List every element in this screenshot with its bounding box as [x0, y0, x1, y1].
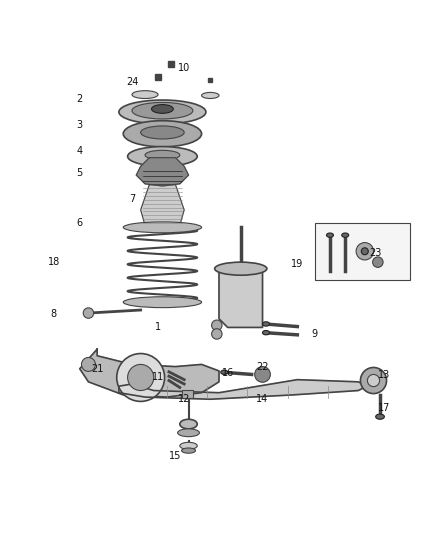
- Polygon shape: [119, 379, 367, 399]
- Circle shape: [254, 367, 270, 382]
- Ellipse shape: [132, 91, 158, 99]
- Circle shape: [81, 358, 95, 372]
- Circle shape: [360, 367, 387, 393]
- Text: 24: 24: [126, 77, 138, 86]
- Polygon shape: [136, 158, 188, 186]
- Circle shape: [127, 365, 154, 391]
- Ellipse shape: [180, 442, 197, 449]
- Circle shape: [83, 308, 94, 318]
- Text: 22: 22: [256, 361, 269, 372]
- Text: 19: 19: [291, 260, 304, 269]
- Text: 3: 3: [77, 120, 83, 130]
- Ellipse shape: [262, 322, 269, 326]
- Text: 13: 13: [378, 370, 391, 381]
- Ellipse shape: [201, 92, 219, 99]
- Text: 6: 6: [77, 218, 83, 228]
- Text: 2: 2: [77, 94, 83, 104]
- Text: 18: 18: [47, 257, 60, 267]
- Ellipse shape: [123, 222, 201, 233]
- Text: 15: 15: [170, 451, 182, 461]
- Text: 4: 4: [77, 146, 83, 156]
- Text: 7: 7: [129, 194, 135, 204]
- Polygon shape: [80, 349, 219, 397]
- Text: 8: 8: [50, 309, 57, 319]
- Ellipse shape: [376, 414, 385, 419]
- Ellipse shape: [180, 419, 197, 429]
- Ellipse shape: [123, 297, 201, 308]
- Bar: [182, 390, 193, 398]
- Text: 21: 21: [91, 364, 103, 374]
- Polygon shape: [141, 184, 184, 228]
- Ellipse shape: [221, 370, 228, 375]
- Circle shape: [356, 243, 374, 260]
- Ellipse shape: [127, 147, 197, 166]
- Ellipse shape: [132, 102, 193, 119]
- Circle shape: [212, 320, 222, 330]
- Ellipse shape: [326, 233, 333, 237]
- Ellipse shape: [215, 262, 267, 275]
- Ellipse shape: [145, 150, 180, 160]
- Text: 9: 9: [312, 329, 318, 339]
- Ellipse shape: [119, 100, 206, 124]
- Bar: [315, 223, 410, 279]
- Text: 5: 5: [77, 168, 83, 178]
- Text: 14: 14: [256, 394, 268, 404]
- Text: 12: 12: [178, 394, 191, 404]
- Text: 1: 1: [155, 322, 161, 333]
- Ellipse shape: [152, 104, 173, 114]
- Ellipse shape: [262, 330, 269, 335]
- Polygon shape: [219, 271, 262, 327]
- Ellipse shape: [342, 233, 349, 237]
- Text: 17: 17: [378, 403, 391, 413]
- Text: 16: 16: [222, 368, 234, 378]
- Text: 11: 11: [152, 373, 164, 383]
- Circle shape: [117, 353, 165, 401]
- Ellipse shape: [178, 429, 199, 437]
- Circle shape: [373, 257, 383, 268]
- Ellipse shape: [141, 126, 184, 139]
- Text: 10: 10: [178, 63, 190, 74]
- Text: 23: 23: [370, 248, 382, 259]
- Circle shape: [361, 248, 368, 255]
- Ellipse shape: [123, 120, 201, 147]
- Circle shape: [212, 329, 222, 339]
- Ellipse shape: [182, 448, 195, 453]
- Circle shape: [367, 375, 380, 386]
